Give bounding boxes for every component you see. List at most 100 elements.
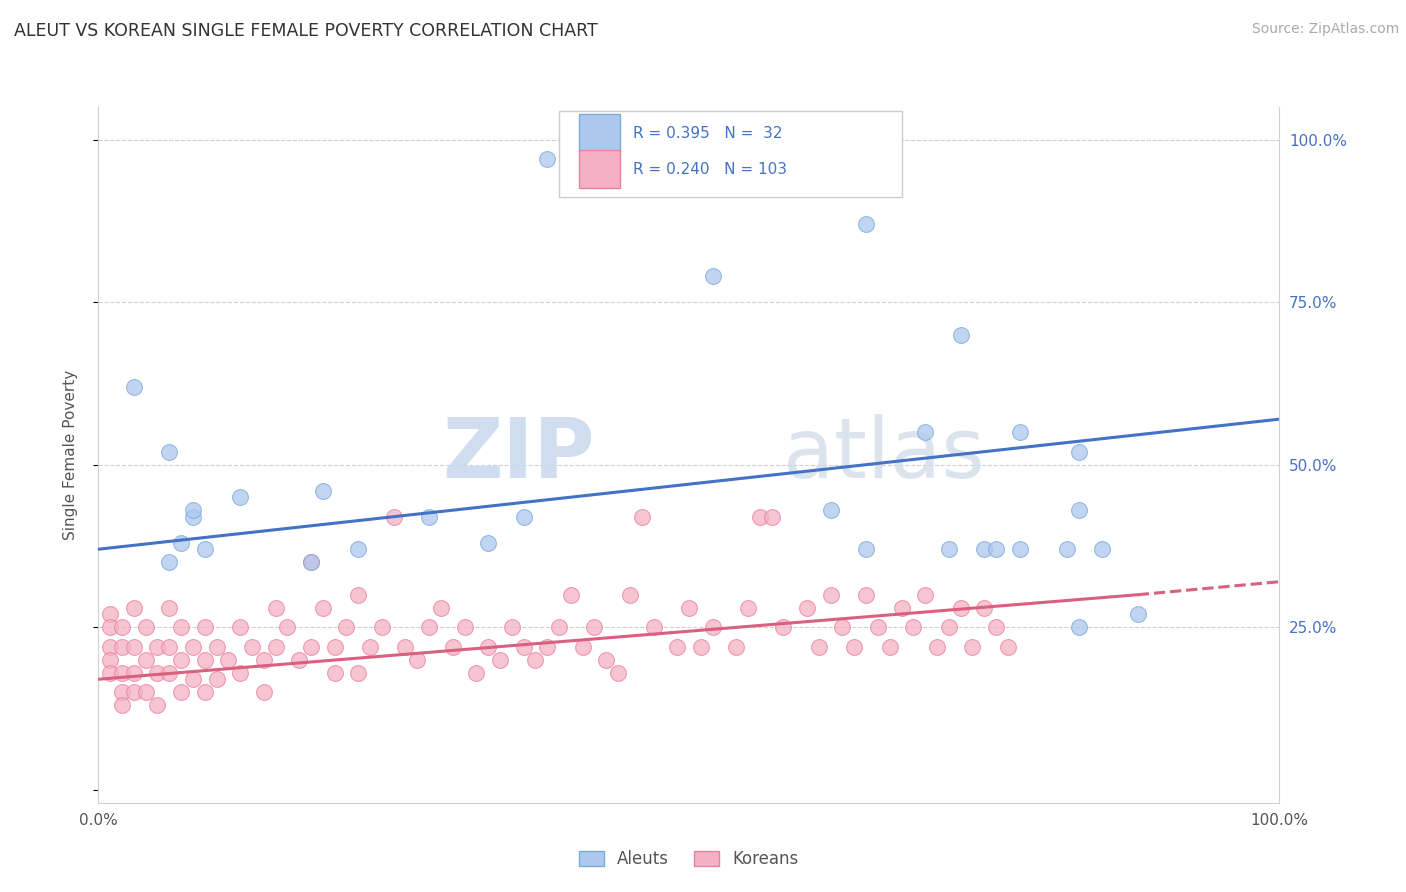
Point — [335, 620, 357, 634]
Point — [607, 665, 630, 680]
Point — [630, 509, 652, 524]
Point — [1067, 444, 1090, 458]
Bar — [579, 150, 620, 188]
Point — [170, 685, 193, 699]
Point — [866, 620, 889, 634]
Point — [170, 653, 193, 667]
Point — [855, 588, 877, 602]
Point — [418, 620, 440, 634]
Point — [194, 685, 217, 699]
Point — [761, 509, 783, 524]
Point — [146, 665, 169, 680]
Point — [111, 698, 134, 713]
Point — [98, 640, 121, 654]
Point — [157, 555, 180, 569]
Point — [1126, 607, 1149, 622]
Point — [536, 152, 558, 166]
Point — [938, 542, 960, 557]
Point — [536, 640, 558, 654]
FancyBboxPatch shape — [560, 111, 901, 197]
Point — [512, 640, 534, 654]
Point — [181, 640, 204, 654]
Text: ZIP: ZIP — [441, 415, 595, 495]
Point — [157, 444, 180, 458]
Point — [181, 672, 204, 686]
Point — [264, 600, 287, 615]
Point — [122, 640, 145, 654]
Point — [796, 600, 818, 615]
Point — [194, 653, 217, 667]
Point — [571, 640, 593, 654]
Text: R = 0.240   N = 103: R = 0.240 N = 103 — [634, 162, 787, 178]
Point — [548, 620, 571, 634]
Point — [524, 653, 547, 667]
Point — [146, 640, 169, 654]
Point — [122, 665, 145, 680]
Point — [689, 640, 711, 654]
Point — [276, 620, 298, 634]
Point — [678, 600, 700, 615]
Point — [135, 620, 157, 634]
Point — [135, 685, 157, 699]
Point — [406, 653, 429, 667]
Legend: Aleuts, Koreans: Aleuts, Koreans — [572, 843, 806, 874]
Point — [135, 653, 157, 667]
Point — [111, 640, 134, 654]
Point — [312, 600, 335, 615]
Point — [984, 620, 1007, 634]
Point — [938, 620, 960, 634]
Point — [1008, 425, 1031, 439]
Point — [512, 509, 534, 524]
Point — [465, 665, 488, 680]
Point — [240, 640, 263, 654]
Point — [229, 620, 252, 634]
Point — [111, 620, 134, 634]
Y-axis label: Single Female Poverty: Single Female Poverty — [63, 370, 77, 540]
Point — [299, 555, 322, 569]
Point — [122, 685, 145, 699]
Point — [477, 640, 499, 654]
Point — [855, 542, 877, 557]
Text: R = 0.395   N =  32: R = 0.395 N = 32 — [634, 126, 783, 141]
Point — [925, 640, 948, 654]
Point — [347, 665, 370, 680]
Point — [217, 653, 239, 667]
Point — [1056, 542, 1078, 557]
Point — [111, 685, 134, 699]
Point — [725, 640, 748, 654]
Point — [772, 620, 794, 634]
Point — [288, 653, 311, 667]
Point — [347, 542, 370, 557]
Point — [879, 640, 901, 654]
Point — [643, 620, 665, 634]
Point — [264, 640, 287, 654]
Point — [489, 653, 512, 667]
Point — [914, 588, 936, 602]
Point — [1008, 542, 1031, 557]
Point — [619, 588, 641, 602]
Point — [98, 665, 121, 680]
Point — [453, 620, 475, 634]
Point — [323, 665, 346, 680]
Point — [122, 600, 145, 615]
Point — [253, 653, 276, 667]
Point — [748, 509, 770, 524]
Point — [949, 327, 972, 342]
Point — [844, 640, 866, 654]
Point — [1091, 542, 1114, 557]
Point — [820, 588, 842, 602]
Point — [359, 640, 381, 654]
Point — [122, 379, 145, 393]
Point — [418, 509, 440, 524]
Point — [702, 620, 724, 634]
Point — [666, 640, 689, 654]
Point — [299, 555, 322, 569]
Point — [831, 620, 853, 634]
Point — [194, 620, 217, 634]
Text: Source: ZipAtlas.com: Source: ZipAtlas.com — [1251, 22, 1399, 37]
Bar — [579, 114, 620, 153]
Point — [430, 600, 453, 615]
Point — [903, 620, 925, 634]
Point — [205, 672, 228, 686]
Point — [194, 542, 217, 557]
